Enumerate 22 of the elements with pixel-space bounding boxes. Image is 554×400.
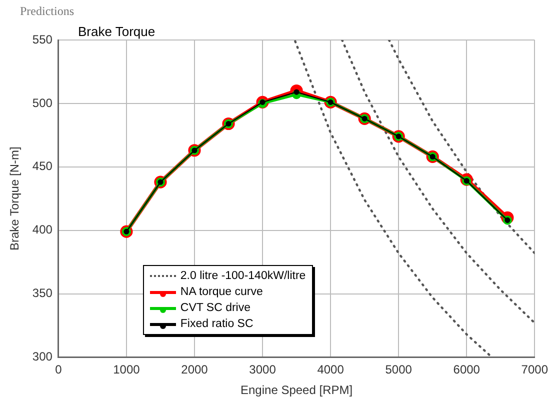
chart-subtitle: Predictions [20,4,74,19]
x-tick-label: 4000 [317,362,344,377]
y-axis-title: Brake Torque [N-m] [8,146,22,251]
y-tick-label: 500 [32,96,53,110]
y-tick-label: 550 [32,32,53,46]
legend-label: Fixed ratio SC [180,318,254,330]
legend-label: CVT SC drive [180,302,250,314]
legend-label: 2.0 litre -100-140kW/litre [180,270,306,282]
x-tick-label: 2000 [181,362,208,377]
y-tick-label: 300 [32,350,53,364]
x-tick-label: 1000 [113,362,140,377]
y-tick-label: 450 [32,159,53,174]
chart-title: Brake Torque [78,24,156,39]
y-tick-label: 350 [32,286,53,300]
x-tick-label: 6000 [453,362,480,377]
x-tick-label: 7000 [521,362,548,377]
x-axis-title: Engine Speed [RPM] [240,383,353,398]
legend-label: NA torque curve [180,286,263,298]
x-tick-label: 3000 [249,362,276,377]
x-tick-label: 5000 [385,362,412,377]
x-tick-label: 0 [55,362,62,377]
y-tick-label: 400 [32,222,53,237]
